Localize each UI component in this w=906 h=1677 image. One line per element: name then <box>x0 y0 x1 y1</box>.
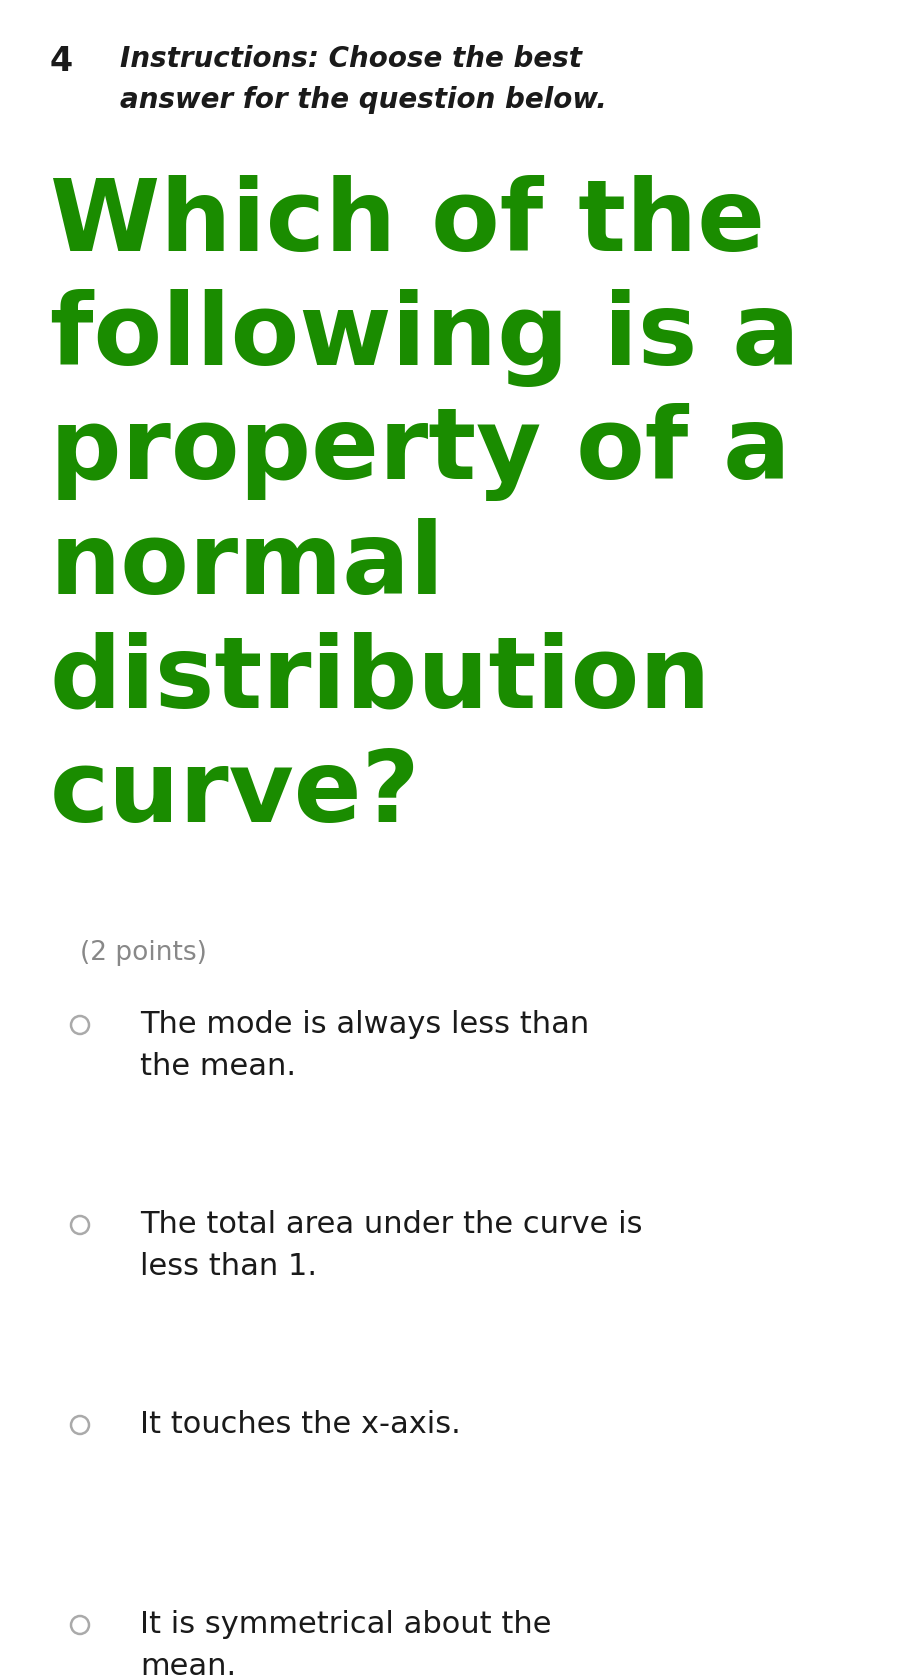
Text: (2 points): (2 points) <box>80 941 207 966</box>
Text: It is symmetrical about the
mean.: It is symmetrical about the mean. <box>140 1610 552 1677</box>
Text: 4: 4 <box>50 45 73 79</box>
Text: The total area under the curve is
less than 1.: The total area under the curve is less t… <box>140 1211 642 1281</box>
Text: It touches the x-axis.: It touches the x-axis. <box>140 1410 461 1439</box>
Text: The mode is always less than
the mean.: The mode is always less than the mean. <box>140 1010 589 1080</box>
Text: Which of the
following is a
property of a
normal
distribution
curve?: Which of the following is a property of … <box>50 174 800 842</box>
Text: Instructions: Choose the best
answer for the question below.: Instructions: Choose the best answer for… <box>120 45 607 114</box>
